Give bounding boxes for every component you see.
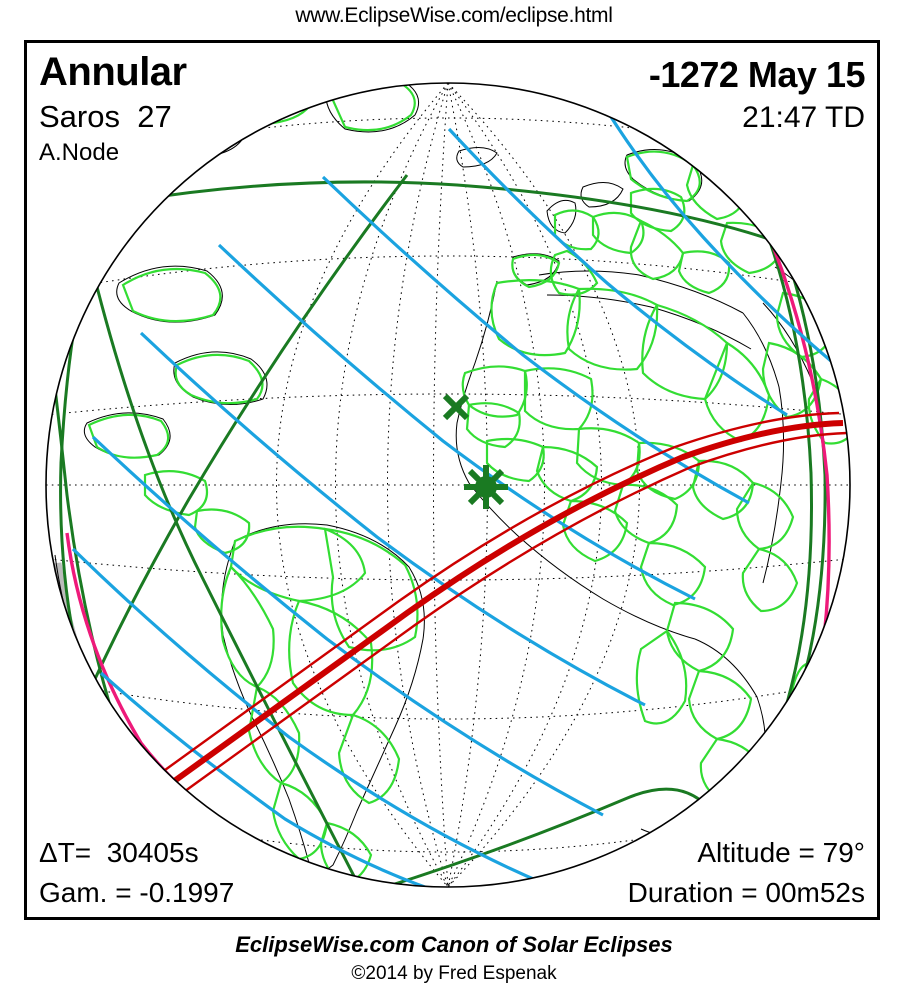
eclipse-time-label: 21:47 TD (742, 101, 865, 134)
footer-title: EclipseWise.com Canon of Solar Eclipses (235, 932, 673, 957)
source-url-caption: www.EclipseWise.com/eclipse.html (295, 4, 613, 27)
altitude-label: Altitude = 79° (697, 837, 865, 868)
eclipse-date-label: -1272 May 15 (648, 54, 866, 95)
globe-disk (46, 83, 850, 887)
path-of-annularity (146, 411, 848, 808)
saros-number-label: Saros 27 (39, 99, 172, 134)
gamma-label: Gam. = -0.1997 (39, 877, 235, 908)
greatest-eclipse-marker (464, 465, 508, 509)
delta-t-label: ΔT= 30405s (39, 837, 199, 868)
eclipse-map-panel: Annular Saros 27 A.Node -1272 May 15 21:… (24, 40, 880, 920)
duration-label: Duration = 00m52s (627, 877, 865, 908)
globe-limb (45, 82, 851, 888)
subsolar-point-marker (442, 393, 470, 421)
globe-map (45, 82, 851, 888)
eclipse-type-label: Annular (39, 50, 187, 94)
footer-credit: ©2014 by Fred Espenak (351, 963, 557, 984)
node-type-label: A.Node (39, 139, 120, 166)
